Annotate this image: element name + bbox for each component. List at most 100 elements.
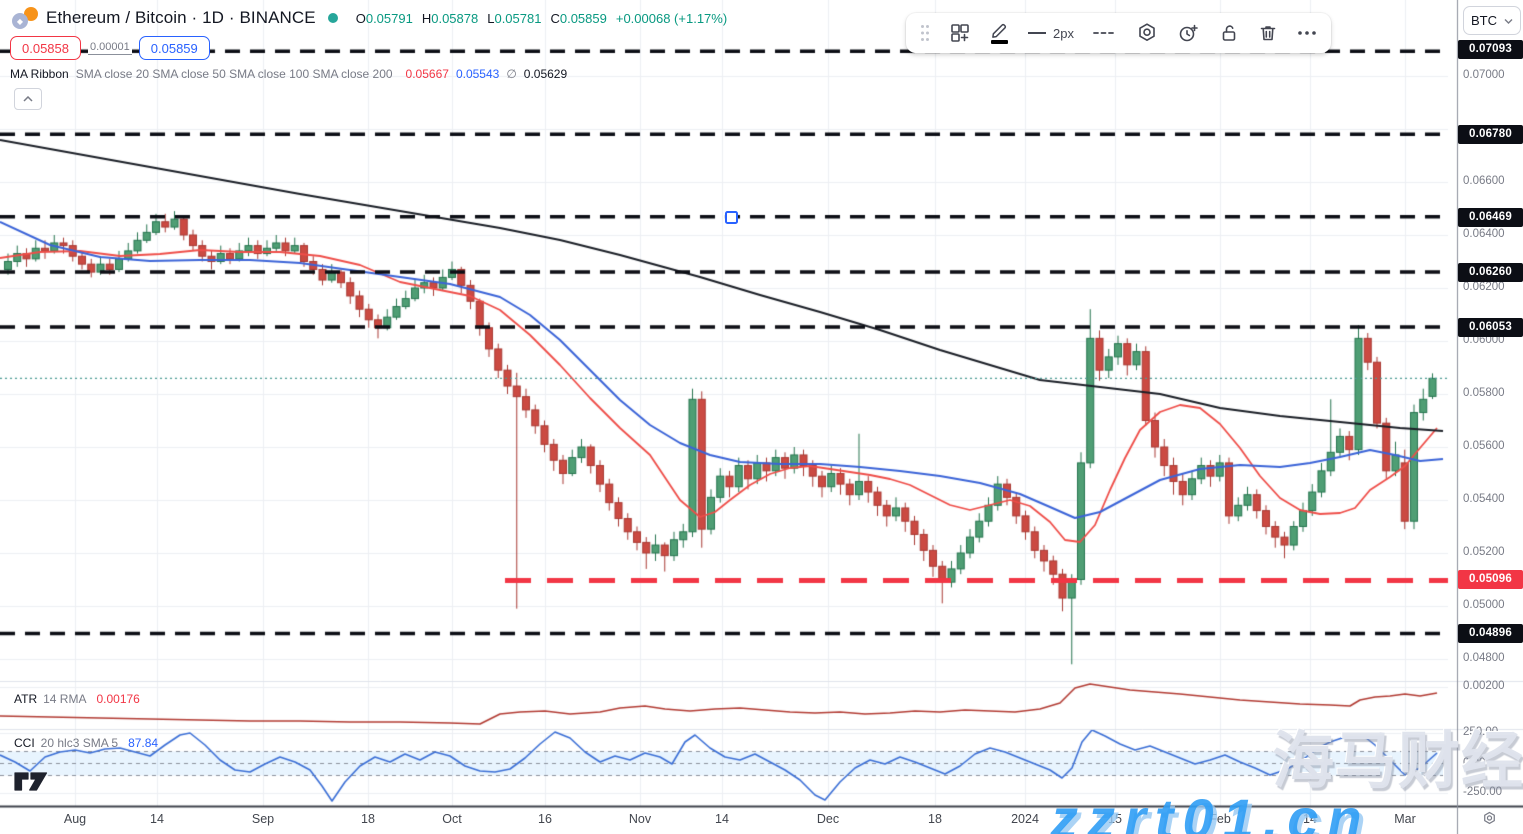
current-color-swatch [991, 40, 1008, 44]
ethereum-logo-icon: ◆ [12, 13, 28, 29]
price-axis-tick: 0.04800 [1463, 652, 1505, 664]
time-axis-label: 16 [538, 812, 552, 826]
cci-value: 87.84 [128, 736, 159, 750]
price-axis-tick: 0.05200 [1463, 546, 1505, 558]
cci-params: 20 hlc3 SMA 5 [40, 736, 119, 750]
price-level-badge: 0.06780 [1458, 124, 1523, 144]
ma-ribbon-legend[interactable]: MA Ribbon SMA close 20 SMA close 50 SMA … [10, 67, 567, 81]
price-level-badge: 0.06260 [1458, 262, 1523, 282]
sma50-value: 0.05543 [455, 67, 500, 81]
chevron-down-icon [1504, 18, 1513, 24]
price-scale-currency-button[interactable]: BTC [1463, 6, 1521, 35]
time-axis-label: Oct [442, 812, 462, 826]
brand-watermark: 海马财经 [1272, 727, 1523, 796]
ma-ribbon-params: SMA close 20 SMA close 50 SMA close 100 … [75, 67, 393, 81]
time-axis-label: 2024 [1011, 812, 1039, 826]
template-icon [951, 24, 969, 42]
pair-logo-icon: ◆ [12, 7, 38, 29]
drawing-toolbar: 2px [906, 13, 1331, 53]
price-axis-tick: 0.05800 [1463, 387, 1505, 399]
price-axis-tick: 0.05400 [1463, 493, 1505, 505]
price-axis-tick: 0.06200 [1463, 281, 1505, 293]
high-value: 0.05878 [431, 10, 479, 26]
atr-title: ATR [14, 692, 38, 706]
price-level-badge: 0.06469 [1458, 207, 1523, 227]
sell-bid-button[interactable]: 0.05858 [10, 36, 81, 60]
drag-handle-icon[interactable] [920, 23, 930, 43]
cci-title: CCI [14, 736, 35, 750]
template-button[interactable] [949, 22, 971, 44]
open-value: 0.05791 [365, 10, 413, 26]
atr-params: 14 RMA [43, 692, 87, 706]
spread-value: 0.00001 [88, 41, 132, 55]
time-axis-label: 18 [928, 812, 942, 826]
pencil-icon [992, 23, 1007, 38]
average-symbol: ∅ [506, 67, 517, 81]
sma20-value: 0.05667 [405, 67, 449, 81]
price-axis-tick: 0.06400 [1463, 228, 1505, 240]
axis-settings-gear-icon[interactable] [1482, 811, 1497, 831]
time-axis-label: 15 [1108, 812, 1122, 826]
low-label: L [487, 10, 495, 26]
line-width-value: 2px [1053, 25, 1074, 41]
time-axis-label: 18 [361, 812, 375, 826]
cci-legend[interactable]: CCI 20 hlc3 SMA 5 87.84 [14, 736, 158, 750]
open-label: O [355, 10, 366, 26]
price-axis-tick: 0.06000 [1463, 334, 1505, 346]
price-axis-tick: 0.07000 [1463, 69, 1505, 81]
time-axis-label: Feb [1209, 812, 1231, 826]
settings-button[interactable] [1136, 22, 1158, 44]
price-axis-tick: 0.06600 [1463, 175, 1505, 187]
delete-button[interactable] [1258, 23, 1278, 43]
line-width-icon [1028, 32, 1046, 34]
ma-ribbon-title: MA Ribbon [10, 67, 69, 81]
atr-legend[interactable]: ATR 14 RMA 0.00176 [14, 692, 140, 706]
market-status-dot[interactable] [327, 13, 338, 23]
price-axis-tick: -250.00 [1463, 786, 1503, 798]
symbol-header: ◆ Ethereum / Bitcoin · 1D · BINANCE O0.0… [12, 7, 727, 29]
price-level-badge: 0.06053 [1458, 317, 1523, 337]
change-value: +0.00068 (+1.17%) [615, 10, 728, 26]
ellipsis-icon [1298, 31, 1316, 35]
price-axis-tick: 0.05600 [1463, 440, 1505, 452]
price-level-badge: 0.05096 [1458, 569, 1523, 589]
selected-line-handle[interactable] [725, 211, 738, 224]
tradingview-logo[interactable] [14, 772, 48, 796]
symbol-title[interactable]: Ethereum / Bitcoin · 1D · BINANCE [46, 8, 316, 27]
settings-gear-icon [1139, 23, 1155, 41]
ohlc-values: O0.05791 H0.05878 L0.05781 C0.05859 +0.0… [356, 11, 727, 26]
price-axis-tick: 0.00200 [1463, 680, 1505, 692]
price-level-badge: 0.04896 [1458, 623, 1523, 643]
site-watermark: zzrt01.cn [1050, 787, 1371, 834]
price-axis-tick: 250.00 [1463, 726, 1499, 738]
trash-icon [1260, 26, 1276, 41]
time-axis-label: Sep [251, 812, 275, 826]
time-axis-label: 14 [1303, 812, 1317, 826]
time-axis-label: Aug [63, 812, 87, 826]
atr-value: 0.00176 [96, 692, 140, 706]
alert-clock-plus-icon [1179, 24, 1198, 42]
add-alert-button[interactable] [1177, 22, 1200, 44]
time-axis-label: Mar [1394, 812, 1416, 826]
low-value: 0.05781 [494, 10, 542, 26]
currency-label: BTC [1471, 13, 1497, 28]
price-axis-tick: 0.00 [1463, 757, 1486, 769]
collapse-legend-button[interactable] [14, 88, 42, 110]
more-options-button[interactable] [1297, 30, 1317, 36]
unlock-icon [1222, 25, 1236, 41]
color-picker-button[interactable] [990, 22, 1009, 44]
price-level-badge: 0.07093 [1458, 39, 1523, 59]
line-width-button[interactable]: 2px [1028, 26, 1074, 41]
ma-average-value: 0.05629 [523, 67, 568, 81]
buy-ask-button[interactable]: 0.05859 [138, 36, 210, 60]
time-axis-label: 14 [715, 812, 729, 826]
close-value: 0.05859 [559, 10, 607, 26]
line-style-button[interactable] [1093, 28, 1117, 38]
lock-button[interactable] [1219, 23, 1239, 43]
time-axis-label: Nov [628, 812, 652, 826]
chevron-up-icon [23, 96, 33, 102]
time-axis-label: 14 [150, 812, 164, 826]
price-axis-tick: 0.05000 [1463, 599, 1505, 611]
